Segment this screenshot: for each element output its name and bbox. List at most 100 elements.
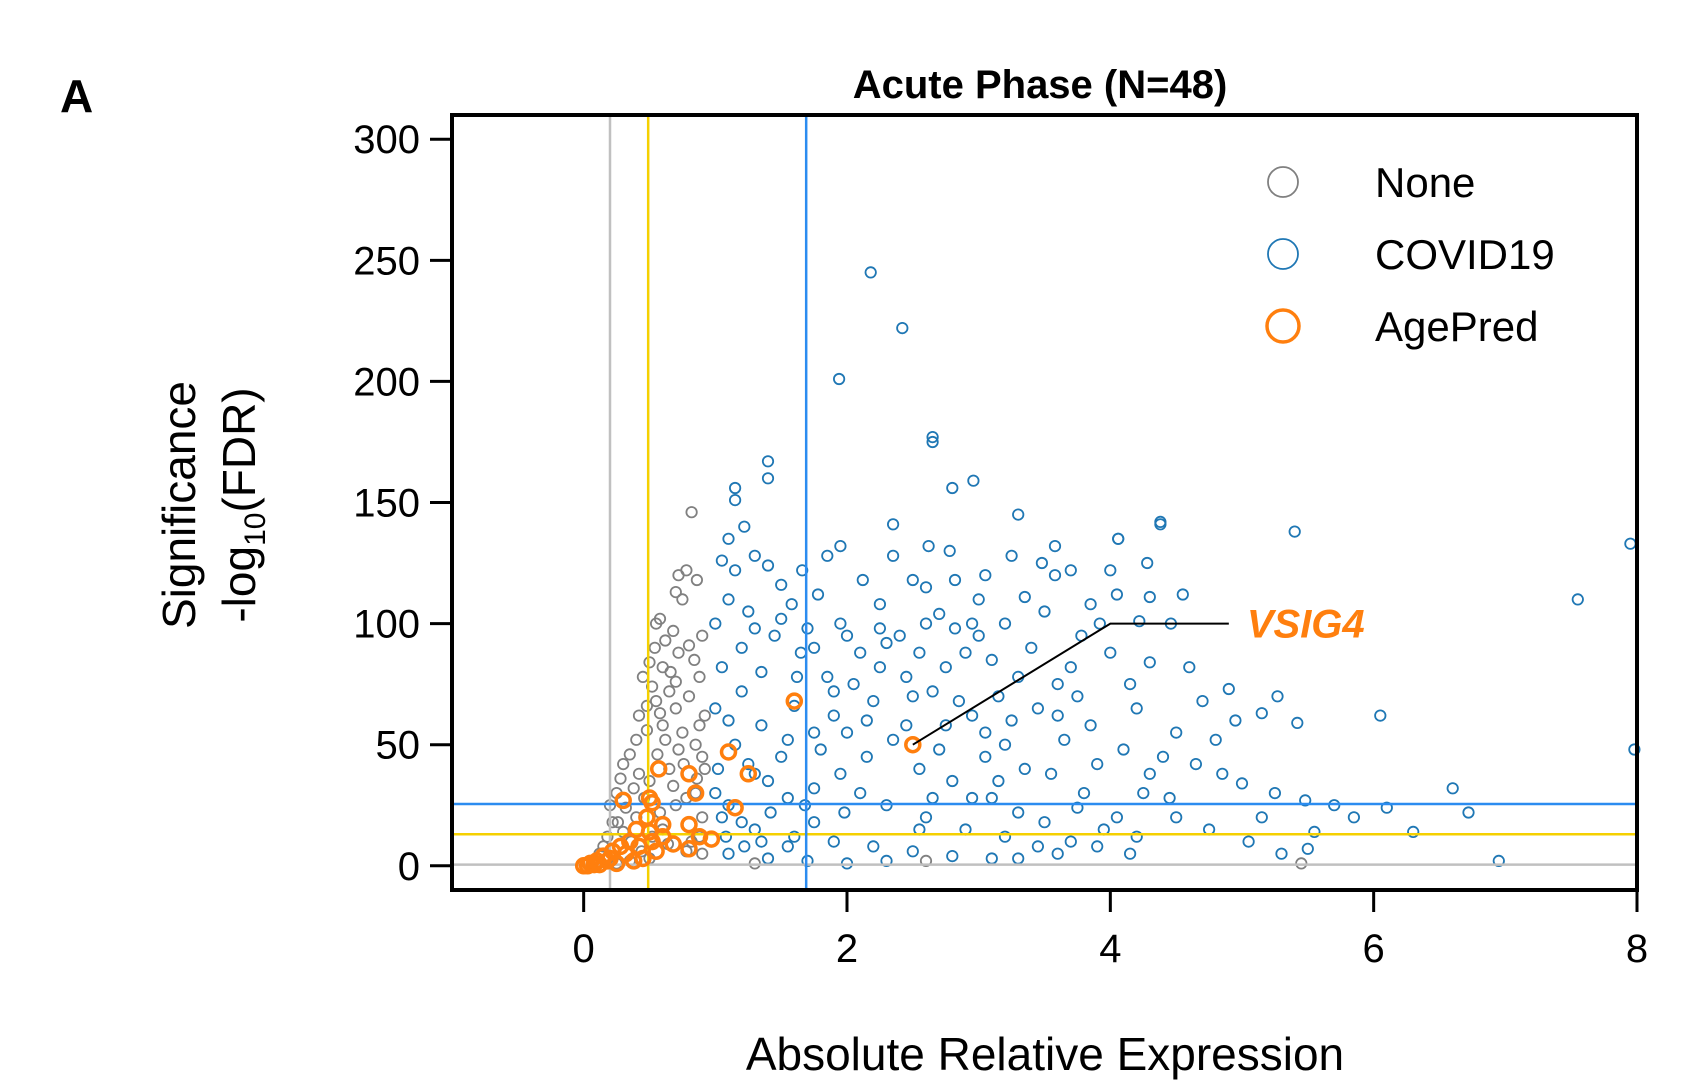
data-point-covid19 (926, 685, 939, 698)
data-point-agepred (649, 760, 668, 778)
legend-label-agepred: AgePred (1375, 303, 1538, 350)
data-point-covid19 (790, 670, 804, 684)
data-point-covid19 (1038, 605, 1051, 618)
legend-marker-covid19 (1267, 238, 1299, 270)
data-point-covid19 (807, 816, 821, 829)
x-axis-ticks: 0 2 4 6 8 (573, 890, 1648, 971)
data-point-covid19 (1229, 714, 1242, 727)
data-point-covid19 (1091, 757, 1104, 771)
data-point-covid19 (979, 750, 992, 763)
data-point-covid19 (728, 481, 742, 495)
data-point-agepred (726, 798, 744, 817)
data-point-none (640, 724, 654, 737)
data-point-none (659, 733, 672, 746)
data-point-agepred (664, 835, 682, 853)
data-point-covid19 (1446, 782, 1459, 795)
data-point-none (682, 639, 696, 652)
data-point-covid19 (959, 646, 972, 659)
data-point-agepred (578, 857, 597, 875)
data-point-covid19 (906, 845, 919, 858)
data-point-covid19 (1048, 569, 1062, 582)
data-point-none (648, 641, 661, 654)
data-point-none (632, 767, 646, 780)
data-point-covid19 (1005, 549, 1018, 562)
chart-title: Acute Phase (N=48) (853, 63, 1228, 107)
data-point-covid19 (807, 641, 821, 654)
data-point-covid19 (814, 743, 827, 756)
data-point-covid19 (933, 743, 946, 756)
data-point-covid19 (860, 714, 873, 727)
data-point-covid19 (1130, 830, 1143, 843)
data-point-none (676, 726, 689, 739)
data-point-none (696, 629, 709, 642)
data-point-covid19 (807, 782, 821, 795)
data-point-covid19 (755, 835, 768, 848)
data-point-none (698, 762, 711, 776)
data-point-covid19 (768, 629, 781, 642)
data-point-agepred (634, 849, 652, 868)
data-point-covid19 (1299, 794, 1312, 807)
data-point-covid19 (1291, 716, 1304, 730)
data-point-covid19 (728, 493, 742, 507)
data-point-none (696, 750, 709, 763)
data-point-covid19 (1222, 682, 1235, 696)
data-point-covid19 (801, 622, 814, 635)
x-tick-label: 4 (1099, 927, 1121, 971)
data-point-covid19 (742, 757, 755, 771)
data-point-covid19 (906, 573, 919, 587)
data-point-agepred (624, 852, 643, 870)
data-point-covid19 (1124, 677, 1137, 691)
data-point-covid19 (873, 622, 887, 635)
data-point-covid19 (1275, 847, 1288, 860)
data-point-covid19 (1110, 588, 1124, 601)
data-point-covid19 (952, 694, 966, 708)
data-point-covid19 (856, 573, 869, 587)
data-point-covid19 (886, 733, 900, 746)
agepred-points-layer (574, 692, 922, 875)
data-point-covid19 (738, 520, 751, 533)
data-point-none (688, 653, 701, 667)
y-axis-ticks: 0 50 100 150 200 250 300 (353, 118, 452, 889)
data-point-covid19 (775, 578, 788, 591)
data-point-none (606, 816, 619, 829)
x-tick-label: 2 (836, 927, 858, 971)
data-point-none (689, 738, 702, 751)
data-point-covid19 (1143, 767, 1156, 780)
legend-marker-none (1267, 166, 1299, 198)
data-point-covid19 (840, 629, 854, 642)
data-point-covid19 (827, 685, 840, 698)
data-point-covid19 (1347, 811, 1361, 824)
data-point-covid19 (775, 612, 788, 625)
data-point-covid19 (965, 791, 979, 805)
data-point-agepred (640, 823, 659, 841)
data-point-covid19 (1156, 750, 1170, 763)
data-point-agepred (607, 854, 626, 873)
data-point-agepred (904, 735, 922, 754)
y-tick-label: 0 (398, 845, 420, 889)
data-point-covid19 (735, 641, 748, 654)
data-point-none (627, 782, 640, 795)
data-point-none (649, 694, 663, 708)
data-point-covid19 (709, 617, 722, 630)
data-point-covid19 (1071, 690, 1084, 703)
data-point-none (664, 665, 677, 679)
data-point-covid19 (1407, 825, 1420, 839)
data-point-covid19 (1025, 641, 1038, 654)
data-point-none (630, 733, 643, 746)
data-point-covid19 (893, 629, 906, 642)
data-point-covid19 (873, 661, 887, 674)
data-point-covid19 (748, 549, 761, 562)
data-point-none (696, 847, 709, 860)
data-point-covid19 (873, 598, 887, 611)
data-point-covid19 (1380, 801, 1393, 814)
data-point-covid19 (939, 719, 952, 732)
data-point-covid19 (785, 598, 798, 611)
data-point-covid19 (834, 767, 847, 780)
data-point-covid19 (1271, 690, 1284, 703)
data-point-covid19 (896, 321, 909, 335)
data-point-covid19 (1018, 762, 1031, 776)
data-point-covid19 (748, 622, 761, 635)
data-point-covid19 (722, 714, 735, 727)
data-point-covid19 (715, 811, 729, 824)
data-point-none (614, 772, 627, 785)
